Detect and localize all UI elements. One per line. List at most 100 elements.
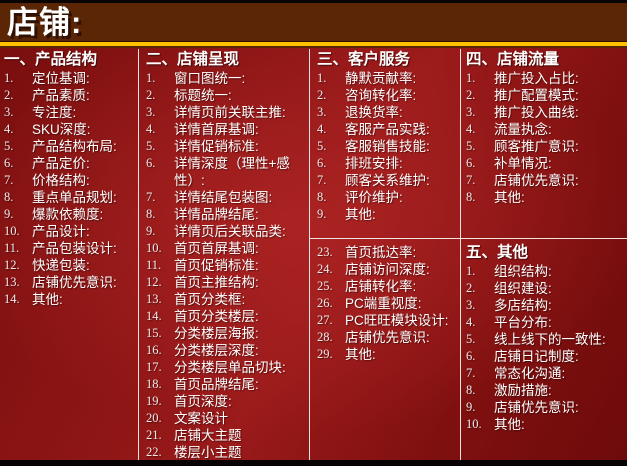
item-text: 产品包装设计: xyxy=(32,241,117,256)
item-number: 10. xyxy=(146,241,162,255)
list-item: 29. 其他: xyxy=(317,346,457,363)
list-item: 7. 常态化沟通: xyxy=(466,365,624,382)
list-item: 3. 多店结构: xyxy=(466,297,624,314)
item-number: 10. xyxy=(4,224,20,238)
item-number: 5. xyxy=(317,139,327,153)
title-bar: 店铺: xyxy=(0,3,627,48)
section-heading: 四、店铺流量 xyxy=(466,51,560,68)
item-text: 详情深度（理性+感性）: xyxy=(174,156,290,188)
list-item: 14. 其他: xyxy=(4,291,136,308)
item-text: 产品设计: xyxy=(32,224,90,239)
list-item: 4. SKU深度: xyxy=(4,121,136,138)
item-text: 激励措施: xyxy=(494,383,552,398)
item-text: 店铺大主题 xyxy=(174,428,242,443)
list-item: 4. 详情首屏基调: xyxy=(146,121,307,138)
item-number: 6. xyxy=(4,156,14,170)
item-text: SKU深度: xyxy=(32,122,91,137)
item-number: 4. xyxy=(4,122,14,136)
item-text: 店铺优先意识: xyxy=(32,275,117,290)
item-number: 23. xyxy=(317,245,333,259)
item-text: 排班安排: xyxy=(345,156,403,171)
item-number: 29. xyxy=(317,347,333,361)
item-text: 顾客关系维护: xyxy=(345,173,430,188)
item-text: 产品素质: xyxy=(32,88,90,103)
list-item: 21. 店铺大主题 xyxy=(146,427,307,444)
list-item: 3. 退换货率: xyxy=(317,104,457,121)
item-text: 产品定价: xyxy=(32,156,90,171)
list-item: 5. 详情促销标准: xyxy=(146,138,307,155)
item-text: 文案设计 xyxy=(174,411,228,426)
item-text: 详情结尾包装图: xyxy=(174,190,273,205)
item-text: 分类楼层深度: xyxy=(174,343,259,358)
item-number: 9. xyxy=(317,207,327,221)
item-number: 7. xyxy=(146,190,156,204)
list-item: 9. 其他: xyxy=(317,206,457,223)
item-text: 店铺优先意识: xyxy=(494,400,579,415)
item-number: 1. xyxy=(4,71,14,85)
item-number: 6. xyxy=(466,156,476,170)
item-number: 12. xyxy=(146,275,162,289)
item-text: 多店结构: xyxy=(494,298,552,313)
list-item: 4. 客服产品实践: xyxy=(317,121,457,138)
row-divider xyxy=(310,238,627,239)
item-text: 详情品牌结尾: xyxy=(174,207,259,222)
list-item: 7. 顾客关系维护: xyxy=(317,172,457,189)
list-item: 2. 组织建设: xyxy=(466,280,624,297)
item-text: 其他: xyxy=(345,207,376,222)
item-text: 流量执念: xyxy=(494,122,552,137)
item-text: 其他: xyxy=(494,417,525,432)
list-item: 10. 其他: xyxy=(466,416,624,433)
slide-body: 一、产品结构 1. 定位基调: 2. 产品素质: 3. 专注度: 4. SKU深度: 5. 产品结构… xyxy=(0,48,627,460)
list-item: 11. 产品包装设计: xyxy=(4,240,136,257)
list-item: 5. 线上线下的一致性: xyxy=(466,331,624,348)
item-number: 2. xyxy=(317,88,327,102)
item-number: 25. xyxy=(317,279,333,293)
list-item: 12. 快递包装: xyxy=(4,257,136,274)
slide-title: 店铺: xyxy=(7,5,83,40)
item-number: 3. xyxy=(146,105,156,119)
list-item: 9. 店铺优先意识: xyxy=(466,399,624,416)
item-text: 楼层小主题 xyxy=(174,445,242,460)
item-number: 28. xyxy=(317,330,333,344)
item-number: 15. xyxy=(146,326,162,340)
item-text: 其他: xyxy=(32,292,63,307)
gold-divider-line xyxy=(0,41,627,46)
column-divider-1 xyxy=(138,49,139,460)
item-number: 3. xyxy=(4,105,14,119)
item-text: 标题统一: xyxy=(174,88,232,103)
list-item: 3. 详情页前关联主推: xyxy=(146,104,307,121)
list-item: 7. 店铺优先意识: xyxy=(466,172,624,189)
section-heading: 一、产品结构 xyxy=(4,51,98,68)
item-number: 16. xyxy=(146,343,162,357)
section-others: 五、其他 1. 组织结构: 2. 组织建设: 3. 多店结构: 4. 平台分布: 5. 线上线下的一… xyxy=(466,243,624,433)
item-text: 咨询转化率: xyxy=(345,88,417,103)
item-number: 2. xyxy=(466,281,476,295)
item-text: 窗口图统一: xyxy=(174,71,246,86)
list-item: 13. 首页分类框: xyxy=(146,291,307,308)
item-text: 首页促销标准: xyxy=(174,258,259,273)
item-number: 4. xyxy=(466,122,476,136)
list-item: 11. 首页促销标准: xyxy=(146,257,307,274)
item-text: 详情页后关联品类: xyxy=(174,224,286,239)
item-text: 爆款依赖度: xyxy=(32,207,104,222)
item-text: 店铺优先意识: xyxy=(345,330,430,345)
item-number: 9. xyxy=(466,400,476,414)
item-number: 5. xyxy=(4,139,14,153)
column-divider-3 xyxy=(460,49,461,460)
item-text: 评价维护: xyxy=(345,190,403,205)
list-item: 5. 顾客推广意识: xyxy=(466,138,624,155)
item-text: 推广投入占比: xyxy=(494,71,579,86)
top-edge-strip xyxy=(0,0,627,3)
list-item: 9. 详情页后关联品类: xyxy=(146,223,307,240)
list-item: 16. 分类楼层深度: xyxy=(146,342,307,359)
section-shop-presentation: 二、店铺呈现 1. 窗口图统一: 2. 标题统一: 3. 详情页前关联主推: 4. 详情首屏基调… xyxy=(146,50,307,461)
section-product-structure: 一、产品结构 1. 定位基调: 2. 产品素质: 3. 专注度: 4. SKU深度: 5. 产品结构… xyxy=(4,50,136,308)
item-text: 首页品牌结尾: xyxy=(174,377,259,392)
list-item: 28. 店铺优先意识: xyxy=(317,329,457,346)
item-number: 4. xyxy=(466,315,476,329)
item-number: 19. xyxy=(146,394,162,408)
list-item: 15. 分类楼层海报: xyxy=(146,325,307,342)
list-item: 6. 店铺日记制度: xyxy=(466,348,624,365)
list-item: 4. 平台分布: xyxy=(466,314,624,331)
